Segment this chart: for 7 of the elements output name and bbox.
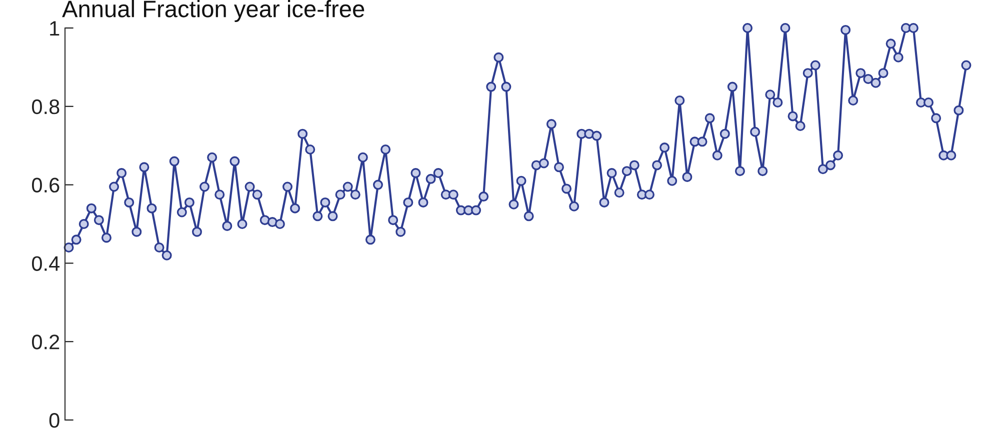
chart-title: Annual Fraction year ice-free xyxy=(62,0,364,22)
y-tick-label: 0.6 xyxy=(32,178,60,193)
y-tick-label: 0.4 xyxy=(32,256,60,271)
y-tick-label: 1 xyxy=(50,21,60,36)
y-tick-label: 0 xyxy=(49,413,60,428)
y-tick-label: 0.2 xyxy=(32,334,60,350)
y-tick-label: 0.8 xyxy=(32,99,60,114)
